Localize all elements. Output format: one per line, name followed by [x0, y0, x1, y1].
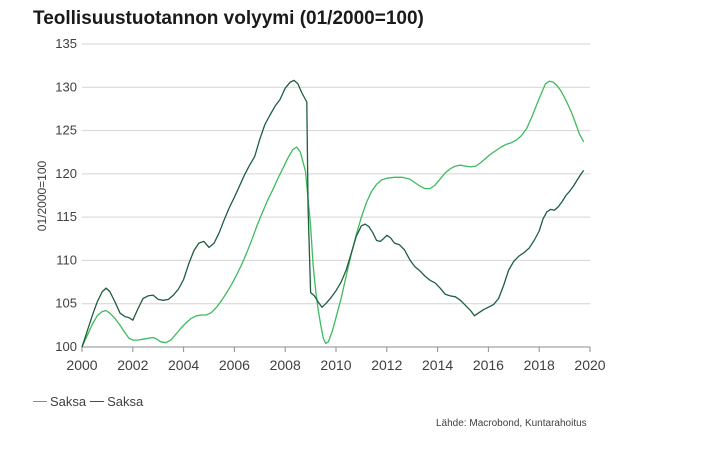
- x-tick-label: 2002: [117, 357, 148, 373]
- y-tick-label: 115: [56, 209, 77, 224]
- legend-label-series-1: Saksa: [50, 394, 87, 409]
- y-tick-label: 100: [55, 339, 77, 354]
- source-note: Lähde: Macrobond, Kuntarahoitus: [436, 418, 587, 429]
- series-line-1: [81, 80, 585, 348]
- legend-item-series-1: Saksa: [33, 394, 86, 409]
- y-axis-label: 01/2000=100: [35, 160, 49, 231]
- chart-title: Teollisuustuotannon volyymi (01/2000=100…: [33, 8, 424, 29]
- y-tick-label: 125: [55, 123, 77, 138]
- x-tick-label: 2012: [371, 357, 402, 373]
- x-tick-label: 2010: [320, 357, 351, 373]
- y-tick-label: 105: [55, 296, 77, 311]
- y-tick-label: 135: [55, 36, 77, 51]
- x-tick-label: 2008: [270, 357, 301, 373]
- series-line-2: [81, 79, 585, 348]
- legend-swatch-series-2: [90, 401, 105, 402]
- x-tick-label: 2018: [524, 357, 555, 373]
- x-tick-label: 2014: [422, 357, 453, 373]
- legend-swatch-series-1: [33, 401, 47, 402]
- series-lines: [81, 79, 585, 348]
- grid: [82, 43, 590, 305]
- legend-label-series-2: Saksa: [107, 394, 144, 409]
- x-tick-label: 2004: [168, 357, 199, 373]
- axes: 100 105 110 115 120 125 130 135 2000 2002 2004 2006…: [55, 36, 605, 373]
- y-tick-label: 110: [56, 252, 77, 267]
- x-tick-label: 2006: [219, 357, 250, 373]
- x-tick-label: 2000: [66, 357, 97, 373]
- y-tick-label: 120: [55, 166, 77, 181]
- y-tick-label: 130: [55, 79, 77, 94]
- legend: Saksa Saksa: [33, 394, 147, 409]
- legend-item-series-2: Saksa: [90, 394, 143, 409]
- x-tick-label: 2020: [574, 357, 605, 373]
- x-tick-label: 2016: [473, 357, 504, 373]
